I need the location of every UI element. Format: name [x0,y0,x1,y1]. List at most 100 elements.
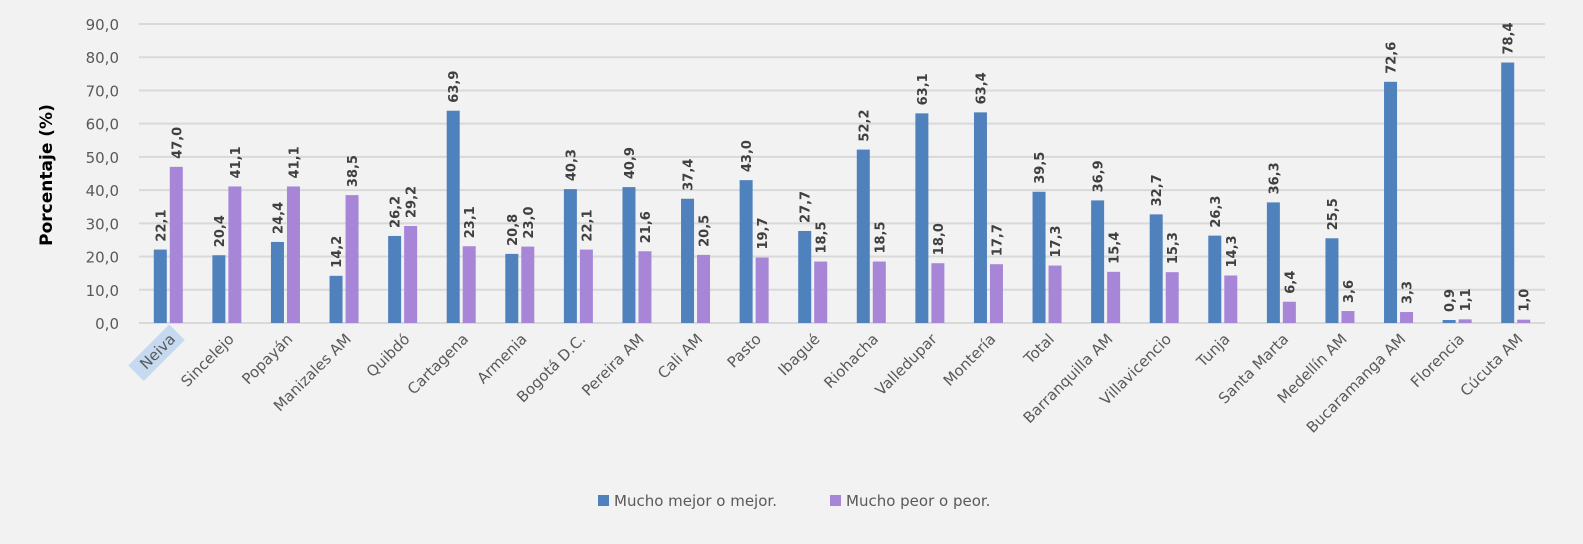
data-label: 37,4 [682,159,697,191]
data-label: 72,6 [1385,42,1400,74]
y-tick-label: 20,0 [86,249,119,267]
data-label: 18,0 [932,223,947,255]
x-tick-label: Quibdó [363,330,414,381]
x-tick-label: Cali AM [654,330,706,382]
bar-peor [579,249,593,323]
bar-mejor [505,253,519,323]
bar-mejor [212,255,226,323]
bar-peor [462,246,476,323]
data-label: 39,5 [1033,152,1048,184]
data-label: 23,1 [463,206,478,238]
data-label: 40,9 [623,147,638,179]
bar-peor [931,263,945,323]
y-tick-label: 90,0 [86,16,119,34]
y-tick-label: 10,0 [86,282,119,300]
data-label: 3,3 [1401,281,1416,304]
bar-peor [169,166,183,323]
bar-mejor [446,110,460,324]
bar-mejor [153,249,167,323]
x-tick-label: Riohacha [820,330,882,392]
x-tick-label: Bucaramanga AM [1303,330,1409,436]
data-label: 17,3 [1049,225,1064,257]
bar-mejor [1442,320,1456,323]
y-tick-label: 40,0 [86,182,119,200]
bar-mejor [798,230,812,323]
bar-mejor [388,235,402,323]
bars [153,62,1531,324]
y-axis-ticks: 0,0 10,0 20,0 30,0 40,0 50,0 60,0 70,0 80,0 90,0 [86,16,119,333]
data-label: 1,1 [1459,288,1474,311]
data-label: 18,5 [815,221,830,253]
data-label: 27,7 [799,191,814,223]
bar-mejor [856,149,870,323]
data-label: 38,5 [346,155,361,187]
data-label: 22,1 [154,210,169,242]
data-label: 63,1 [916,73,931,105]
legend-label-series-2: Mucho peor o peor. [846,492,990,510]
data-label: 6,4 [1283,271,1298,294]
data-label: 40,3 [564,149,579,181]
legend: Mucho mejor o mejor. Mucho peor o peor. [598,492,990,510]
bar-mejor [1208,235,1222,323]
legend-label-series-1: Mucho mejor o mejor. [614,492,777,510]
bar-peor [1048,265,1062,323]
y-tick-label: 30,0 [86,215,119,233]
data-label: 36,9 [1092,160,1107,192]
bar-peor [345,195,359,323]
data-label: 47,0 [170,127,185,159]
gridlines [139,23,1545,324]
bar-peor [1282,301,1296,323]
bar-peor [989,264,1003,323]
data-label: 41,1 [229,146,244,178]
data-label: 1,0 [1518,289,1533,312]
data-label: 36,3 [1267,162,1282,194]
bar-mejor [270,241,284,323]
bar-mejor [1091,200,1105,323]
bar-peor [1400,312,1414,323]
bar-mejor [1266,202,1280,323]
y-tick-label: 60,0 [86,116,119,134]
bar-mejor [1149,214,1163,323]
bar-peor [286,186,300,323]
y-tick-label: 0,0 [95,315,119,333]
data-label: 17,7 [990,224,1005,256]
data-label: 14,3 [1225,235,1240,267]
data-label: 22,1 [580,210,595,242]
data-label: 15,3 [1166,232,1181,264]
bar-peor [872,261,886,323]
legend-swatch-series-1 [598,495,609,506]
x-tick-label: Total [1020,330,1058,368]
x-tick-label: Cúcuta AM [1457,330,1527,400]
data-label: 25,5 [1326,198,1341,230]
data-label: 52,2 [857,110,872,142]
data-labels: 22,1 47,0 20,4 41,1 24,4 41,1 14,2 38,5 26,2 29,2… [154,22,1532,312]
data-label: 19,7 [756,217,771,249]
bar-peor [697,254,711,323]
data-label: 63,9 [447,71,462,103]
data-label: 78,4 [1502,22,1517,54]
data-label: 41,1 [287,146,302,178]
data-label: 15,4 [1108,232,1123,264]
data-label: 14,2 [330,236,345,268]
bar-peor [1517,319,1531,323]
bar-peor [1107,271,1121,323]
bar-mejor [1501,62,1515,323]
bar-mejor [329,275,343,323]
data-label: 18,5 [873,221,888,253]
bar-mejor [1325,238,1339,323]
data-label: 21,6 [639,211,654,243]
legend-swatch-series-2 [830,495,841,506]
y-tick-label: 80,0 [86,49,119,67]
data-label: 0,9 [1443,289,1458,312]
data-label: 20,5 [698,215,713,247]
data-label: 3,6 [1342,280,1357,303]
bar-mejor [739,180,753,323]
bar-peor [1224,275,1238,323]
x-tick-label: Tunja [1192,330,1233,371]
data-label: 23,0 [522,207,537,239]
x-tick-label: Valledupar [872,330,942,400]
x-tick-label: Popayán [238,330,296,388]
bar-mejor [681,198,695,323]
